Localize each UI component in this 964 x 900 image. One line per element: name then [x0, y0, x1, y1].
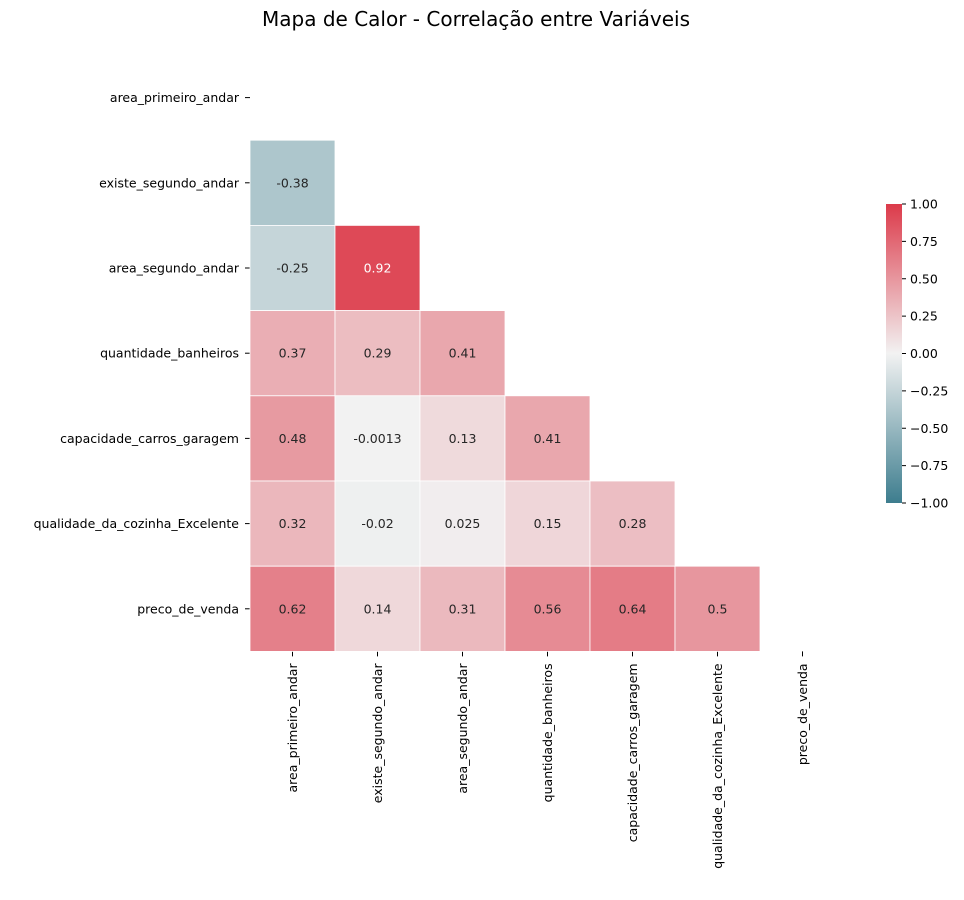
- cell-value-label: 0.37: [279, 346, 307, 361]
- y-axis: area_primeiro_andar existe_segundo_andara…: [34, 90, 250, 616]
- heatmap-cell: [334, 395, 421, 482]
- x-tick-label: qualidade_da_cozinha_Excelente: [710, 663, 725, 869]
- heatmap-cell: [249, 139, 336, 226]
- heatmap-cell: [674, 565, 761, 652]
- heatmap-cell: [419, 395, 506, 482]
- cell-value-label: -0.38: [276, 175, 308, 190]
- colorbar-tick-label: 1.00: [910, 197, 938, 212]
- colorbar-gradient: [886, 204, 902, 503]
- colorbar: 1.00 0.75 0.50 0.25 0.00 −0.25 −0.50 −0.75 −1.00: [886, 197, 948, 511]
- chart-title: Mapa de Calor - Correlação entre Variáve…: [262, 7, 690, 31]
- heatmap-cell: [504, 395, 591, 482]
- cell-value-label: 0.5: [708, 601, 728, 616]
- heatmap-cell: [589, 565, 676, 652]
- colorbar-tick-label: 0.25: [910, 309, 938, 324]
- colorbar-tick-label: −1.00: [910, 496, 948, 511]
- x-tick-label: quantidade_banheiros: [540, 663, 555, 802]
- heatmap-cell: [249, 565, 336, 652]
- cell-value-label: -0.25: [276, 261, 308, 276]
- heatmap-cell: [334, 310, 421, 397]
- heatmap-cell: [334, 480, 421, 567]
- x-tick-label: area_primeiro_andar: [285, 663, 300, 793]
- heatmap-cell: [419, 310, 506, 397]
- cell-value-label: 0.13: [449, 431, 477, 446]
- cell-value-label: 0.92: [364, 261, 392, 276]
- cell-value-label: 0.28: [619, 516, 647, 531]
- colorbar-tick-label: −0.50: [910, 421, 948, 436]
- heatmap-cell: [249, 480, 336, 567]
- colorbar-tick-label: −0.75: [910, 458, 948, 473]
- x-tick-label: existe_segundo_andar: [370, 663, 385, 804]
- x-tick-label: area_segundo_andar: [455, 663, 470, 794]
- heatmap-cell: [334, 565, 421, 652]
- y-tick-label: qualidade_da_cozinha_Excelente: [34, 516, 240, 531]
- cell-value-label: 0.64: [619, 601, 647, 616]
- heatmap-cell: [249, 395, 336, 482]
- cell-value-label: 0.025: [445, 516, 481, 531]
- cell-value-label: 0.29: [364, 346, 392, 361]
- y-tick-label: area_primeiro_andar: [110, 90, 240, 105]
- cell-value-label: 0.15: [534, 516, 562, 531]
- colorbar-tick-label: 0.50: [910, 271, 938, 286]
- cell-value-label: 0.48: [279, 431, 307, 446]
- colorbar-tick-label: 0.75: [910, 234, 938, 249]
- colorbar-tick-label: 0.00: [910, 346, 938, 361]
- y-tick-label: existe_segundo_andar: [99, 175, 240, 190]
- x-tick-label: preco_de_venda: [795, 663, 810, 765]
- cell-value-label: 0.32: [279, 516, 307, 531]
- heatmap-cell: [419, 565, 506, 652]
- cell-value-label: 0.31: [449, 601, 477, 616]
- heatmap-cell: [589, 480, 676, 567]
- heatmap-cells: -0.38 -0.25 0.92 0.37 0.29 0.41 0.48 -0.0013 0.1…: [249, 139, 761, 652]
- cell-value-label: 0.56: [534, 601, 562, 616]
- x-tick-label: capacidade_carros_garagem: [625, 663, 640, 842]
- cell-value-label: -0.02: [361, 516, 393, 531]
- x-axis: area_primeiro_andar existe_segundo_andar a…: [285, 651, 810, 869]
- y-tick-label: capacidade_carros_garagem: [60, 431, 239, 446]
- cell-value-label: 0.41: [534, 431, 562, 446]
- cell-value-label: 0.62: [279, 601, 307, 616]
- colorbar-tick-label: −0.25: [910, 383, 948, 398]
- heatmap-cell: [334, 224, 421, 311]
- colorbar-ticks: 1.00 0.75 0.50 0.25 0.00 −0.25 −0.50 −0.75 −1.00: [902, 197, 948, 511]
- cell-value-label: 0.41: [449, 346, 477, 361]
- y-tick-label: quantidade_banheiros: [100, 346, 239, 361]
- y-tick-label: preco_de_venda: [137, 601, 239, 616]
- heatmap-cell: [504, 565, 591, 652]
- y-tick-label: area_segundo_andar: [109, 261, 240, 276]
- cell-value-label: 0.14: [364, 601, 392, 616]
- cell-value-label: -0.0013: [353, 431, 401, 446]
